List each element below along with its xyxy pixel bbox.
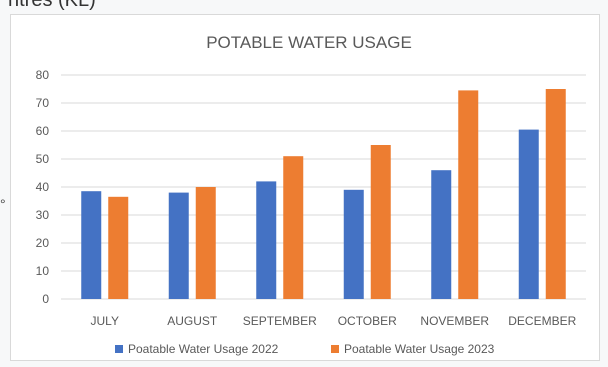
y-tick-label: 70 [36, 96, 50, 110]
x-tick-label: SEPTEMBER [243, 314, 317, 328]
legend-swatch [115, 345, 123, 353]
x-tick-label: DECEMBER [508, 314, 576, 328]
y-tick-label: 40 [36, 180, 50, 194]
x-axis-ticks: JULY AUGUST SEPTEMBER OCTOBER NOVEMBER DECEMB… [91, 314, 577, 328]
bar-2023-september [283, 156, 304, 299]
bar-2023-december [545, 89, 566, 299]
x-tick-label: JULY [91, 314, 119, 328]
legend-label: Poatable Water Usage 2023 [344, 342, 495, 356]
chart-frame: POTABLE WATER USAGE 0 10 20 30 40 50 60 70 80 JU… [10, 14, 600, 361]
gridlines [61, 74, 586, 300]
bar-2022-december [518, 129, 539, 299]
side-glyph: ° [0, 196, 6, 212]
y-tick-label: 20 [36, 236, 50, 250]
bar-2022-july [81, 191, 102, 299]
y-tick-label: 0 [42, 292, 49, 306]
legend-label: Poatable Water Usage 2022 [128, 342, 279, 356]
y-axis-ticks: 0 10 20 30 40 50 60 70 80 [36, 68, 50, 306]
y-tick-label: 50 [36, 152, 50, 166]
legend: Poatable Water Usage 2022 Poatable Water … [115, 342, 495, 356]
x-tick-label: AUGUST [167, 314, 218, 328]
y-tick-label: 80 [36, 68, 50, 82]
bar-2022-august [168, 192, 189, 299]
y-tick-label: 10 [36, 264, 50, 278]
bar-2022-september [256, 181, 277, 299]
y-tick-label: 30 [36, 208, 50, 222]
legend-swatch [331, 345, 339, 353]
bar-2022-october [343, 189, 364, 299]
bars [81, 89, 566, 300]
bar-2022-november [431, 170, 452, 299]
bar-2023-october [370, 145, 391, 299]
header-snippet: ntres (KL) [8, 0, 96, 11]
y-tick-label: 60 [36, 124, 50, 138]
x-tick-label: OCTOBER [338, 314, 397, 328]
bar-2023-august [195, 187, 216, 299]
chart-title: POTABLE WATER USAGE [206, 33, 412, 52]
x-tick-label: NOVEMBER [420, 314, 489, 328]
bar-2023-november [458, 90, 479, 300]
bar-2023-july [108, 196, 129, 299]
bar-chart: POTABLE WATER USAGE 0 10 20 30 40 50 60 70 80 JU… [36, 33, 586, 356]
